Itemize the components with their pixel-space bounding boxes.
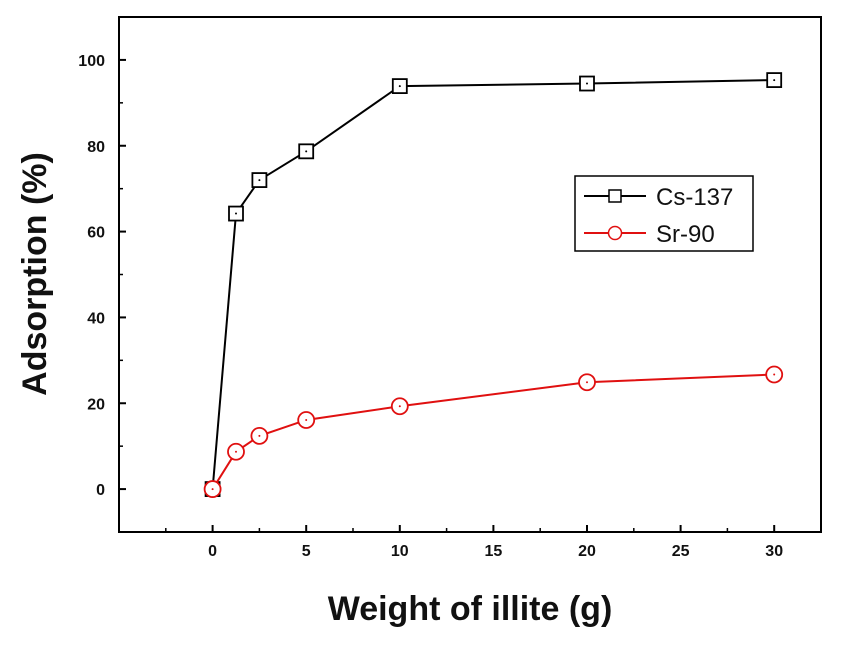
x-tick-label: 20 (578, 543, 596, 560)
data-point-center-sr90 (258, 434, 261, 437)
data-point-center-cs137 (586, 82, 588, 85)
x-tick-label: 0 (208, 543, 217, 560)
y-tick-label: 0 (96, 482, 105, 499)
series-line-cs137 (211, 79, 775, 490)
legend-label-sr90: Sr-90 (656, 221, 715, 248)
data-point-center-cs137 (258, 179, 261, 182)
series-line-sr90 (211, 373, 775, 490)
series-layer (203, 72, 784, 498)
data-point-center-sr90 (586, 381, 588, 384)
x-tick-label: 10 (391, 543, 409, 560)
data-point-center-sr90 (398, 405, 401, 408)
data-point-center-cs137 (398, 85, 401, 88)
y-tick-label: 100 (78, 53, 105, 70)
legend: Cs-137 Sr-90 (574, 175, 754, 252)
data-point-center-sr90 (773, 373, 776, 376)
x-tick-label: 30 (765, 543, 783, 560)
x-axis-title: Weight of illite (g) (328, 590, 613, 628)
data-point-center-sr90 (211, 488, 214, 491)
legend-marker-cs137 (608, 189, 622, 203)
x-tick-label: 5 (302, 543, 311, 560)
data-point-center-cs137 (773, 79, 776, 82)
data-point-center-cs137 (235, 212, 237, 215)
data-point-center-sr90 (235, 450, 237, 453)
x-tick-label: 15 (485, 543, 503, 560)
y-tick-label: 40 (87, 310, 105, 327)
plot-frame (118, 16, 822, 533)
legend-marker-sr90 (607, 225, 623, 241)
legend-box (574, 175, 754, 252)
y-tick-label: 20 (87, 396, 105, 413)
y-tick-label: 60 (87, 225, 105, 242)
x-tick-label: 25 (672, 543, 690, 560)
y-axis-title: Adsorption (%) (16, 152, 54, 396)
legend-label-cs137: Cs-137 (656, 184, 733, 211)
data-point-center-sr90 (305, 418, 308, 421)
axis-ticks: 0 5 10 15 20 25 30 0 20 40 60 80 100 (78, 53, 783, 560)
data-point-center-cs137 (305, 150, 308, 153)
y-tick-label: 80 (87, 139, 105, 156)
